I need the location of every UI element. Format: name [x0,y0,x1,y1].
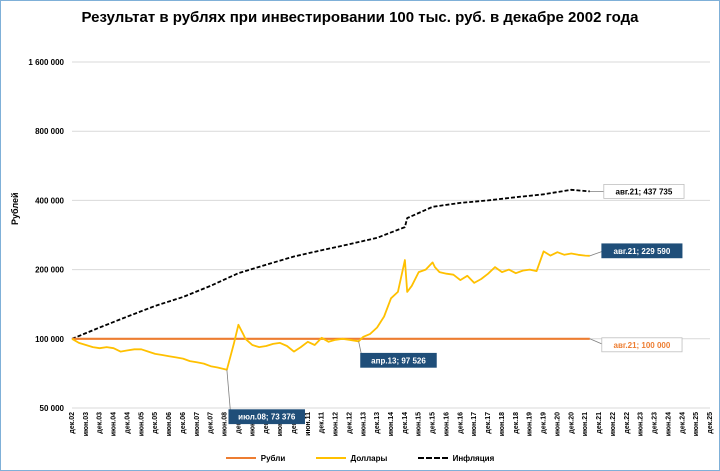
x-tick-label: дек.11 [319,412,326,433]
x-tick-label: июн.14 [388,412,395,436]
x-tick-label: дек.06 [180,412,187,434]
x-tick-label: дек.13 [374,412,381,434]
x-tick-label: дек.22 [624,412,631,434]
x-tick-label: дек.03 [97,412,104,434]
callout-label: авг.21; 437 735 [616,187,673,196]
y-tick-label: 50 000 [40,404,65,413]
callout-box [601,243,683,259]
x-tick-label: июн.16 [443,412,450,436]
x-tick-label: дек.19 [541,412,548,434]
x-tick-label: июн.25 [693,412,700,436]
y-axis-ticks: 50 000 100 000 200 000 400 000 800 000 1 600 … [28,58,64,413]
x-tick-label: дек.18 [513,412,520,434]
callout: апр.13; 97 526 [358,341,437,368]
legend-item-inflation: Инфляция [417,453,495,463]
callout: авг.21; 229 590 [589,243,683,259]
callout: июл.08; 73 376 [226,369,305,425]
legend-swatch-inflation [417,457,448,459]
y-tick-label: 1 600 000 [28,58,64,67]
x-tick-label: июн.04 [111,412,118,436]
callout-box [601,337,683,353]
x-tick-label: дек.25 [707,412,714,434]
series-line-1 [71,250,590,371]
legend-label-dollars: Доллары [350,453,388,463]
x-tick-label: июн.12 [333,412,340,436]
x-tick-label: дек.20 [568,412,575,434]
x-tick-label: июн.08 [222,412,229,436]
x-tick-label: дек.05 [152,412,159,434]
x-tick-label: июн.13 [360,412,367,436]
callout-label: авг.21; 229 590 [614,247,671,256]
callout-label: апр.13; 97 526 [371,356,426,365]
x-tick-label: дек.16 [457,412,464,434]
x-tick-label: июн.11 [305,412,312,436]
callout-label: авг.21; 100 000 [614,341,671,350]
x-tick-label: дек.21 [596,412,603,434]
callout: авг.21; 437 735 [589,184,685,199]
grid-lines [72,61,710,409]
y-tick-label: 200 000 [35,266,64,275]
legend: Рубли Доллары Инфляция [0,452,720,463]
x-tick-label: июн.07 [194,412,201,436]
legend-label-rubles: Рубли [260,453,286,463]
data-callouts: авг.21; 437 735 авг.21; 229 590 авг.21; 10… [226,184,685,425]
x-tick-label: июн.21 [582,412,589,436]
legend-swatch-dollars [315,457,346,459]
x-axis-ticks: дек.02 июн.03 дек.03 июн.04 дек.04 июн.05 дек.… [69,412,714,436]
callout-box [603,184,685,199]
x-tick-label: июн.06 [166,412,173,436]
y-tick-label: 400 000 [35,196,64,205]
x-tick-label: дек.04 [124,412,131,434]
y-tick-label: 800 000 [35,127,64,136]
x-tick-label: июн.18 [499,412,506,436]
y-tick-label: 100 000 [35,335,64,344]
legend-item-rubles: Рубли [225,453,286,463]
x-tick-label: дек.07 [208,412,215,434]
callout: авг.21; 100 000 [589,337,683,353]
legend-item-dollars: Доллары [315,453,388,463]
x-tick-label: дек.24 [679,412,686,434]
x-tick-label: июн.24 [665,412,672,436]
callout-label: июл.08; 73 376 [238,413,296,422]
x-tick-label: июн.03 [83,412,90,436]
callout-box [228,409,305,425]
x-tick-label: июн.17 [471,412,478,436]
callout-leader [226,369,232,417]
x-tick-label: июн.15 [416,412,423,436]
x-tick-label: июн.19 [527,412,534,436]
x-tick-label: дек.14 [402,412,409,434]
x-tick-label: дек.02 [69,412,76,434]
x-tick-label: дек.17 [485,412,492,434]
series-lines [71,188,590,371]
series-line-2 [71,188,590,340]
x-tick-label: июн.05 [138,412,145,436]
x-tick-label: дек.23 [652,412,659,434]
x-tick-label: июн.20 [554,412,561,436]
callout-box [360,352,437,368]
x-tick-label: дек.15 [430,412,437,434]
x-tick-label: июн.22 [610,412,617,436]
x-tick-label: июн.23 [638,412,645,436]
legend-swatch-rubles [225,457,256,459]
chart-title: Результат в рублях при инвестировании 10… [81,9,639,26]
x-tick-label: дек.12 [346,412,353,434]
legend-label-inflation: Инфляция [452,453,495,463]
